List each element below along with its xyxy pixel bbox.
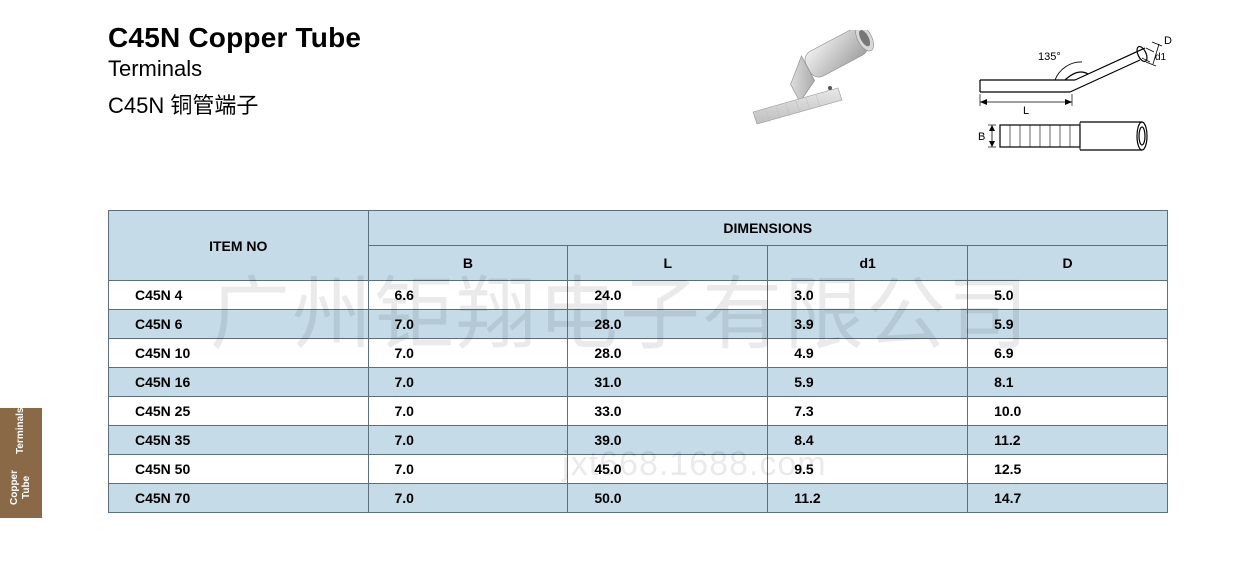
cell-item: C45N 4 [109,281,369,310]
table-row: C45N 46.624.03.05.0 [109,281,1168,310]
cell-d: 14.7 [968,484,1168,513]
table-row: C45N 67.028.03.95.9 [109,310,1168,339]
diagram-dim-b-label: B [978,131,985,143]
cell-b: 7.0 [368,455,568,484]
th-col-b: B [368,246,568,281]
cell-d: 8.1 [968,368,1168,397]
cell-d: 6.9 [968,339,1168,368]
cell-item: C45N 35 [109,426,369,455]
cell-d1: 3.9 [768,310,968,339]
cell-d1: 11.2 [768,484,968,513]
title-cn: C45N 铜管端子 [108,88,361,120]
th-dimensions: DIMENSIONS [368,211,1168,246]
cell-d: 5.0 [968,281,1168,310]
cell-b: 6.6 [368,281,568,310]
cell-d: 11.2 [968,426,1168,455]
header-block: C45N Copper Tube Terminals C45N 铜管端子 [108,22,361,120]
side-tab-line1: Copper Tube [9,457,33,518]
cell-l: 31.0 [568,368,768,397]
product-photo [720,30,900,160]
diagram-dim-d-label: D [1164,35,1172,47]
subtitle-en: Terminals [108,56,361,82]
cell-b: 7.0 [368,484,568,513]
cell-item: C45N 50 [109,455,369,484]
cell-b: 7.0 [368,339,568,368]
cell-b: 7.0 [368,426,568,455]
cell-b: 7.0 [368,368,568,397]
table-row: C45N 257.033.07.310.0 [109,397,1168,426]
cell-item: C45N 6 [109,310,369,339]
dimension-diagram: 135° D d1 L B [960,30,1180,160]
cell-item: C45N 25 [109,397,369,426]
th-item-no: ITEM NO [109,211,369,281]
cell-l: 33.0 [568,397,768,426]
spec-table: ITEM NO DIMENSIONS B L d1 D C45N 46.624.… [108,210,1168,513]
diagram-angle-label: 135° [1038,51,1061,63]
th-col-d1: d1 [768,246,968,281]
table-row: C45N 167.031.05.98.1 [109,368,1168,397]
cell-d: 5.9 [968,310,1168,339]
diagram-dim-d1-label: d1 [1155,52,1167,63]
cell-d: 12.5 [968,455,1168,484]
th-col-d: D [968,246,1168,281]
th-col-l: L [568,246,768,281]
table-row: C45N 507.045.09.512.5 [109,455,1168,484]
table-row: C45N 707.050.011.214.7 [109,484,1168,513]
cell-item: C45N 70 [109,484,369,513]
cell-b: 7.0 [368,310,568,339]
cell-item: C45N 10 [109,339,369,368]
cell-l: 39.0 [568,426,768,455]
cell-l: 45.0 [568,455,768,484]
title-en: C45N Copper Tube [108,22,361,54]
cell-d1: 4.9 [768,339,968,368]
diagram-dim-l-label: L [1023,105,1029,117]
table-row: C45N 107.028.04.96.9 [109,339,1168,368]
side-tab: Copper Tube Terminals [0,408,42,518]
cell-l: 28.0 [568,339,768,368]
cell-b: 7.0 [368,397,568,426]
cell-d1: 3.0 [768,281,968,310]
cell-d1: 8.4 [768,426,968,455]
cell-d: 10.0 [968,397,1168,426]
cell-d1: 9.5 [768,455,968,484]
cell-item: C45N 16 [109,368,369,397]
cell-l: 50.0 [568,484,768,513]
cell-d1: 5.9 [768,368,968,397]
cell-d1: 7.3 [768,397,968,426]
side-tab-line2: Terminals [15,408,27,455]
cell-l: 24.0 [568,281,768,310]
spec-table-wrap: ITEM NO DIMENSIONS B L d1 D C45N 46.624.… [108,210,1168,513]
table-row: C45N 357.039.08.411.2 [109,426,1168,455]
cell-l: 28.0 [568,310,768,339]
